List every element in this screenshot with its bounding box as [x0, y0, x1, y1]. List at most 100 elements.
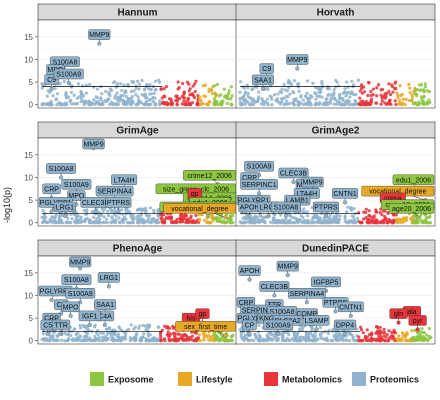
data-point [299, 214, 303, 218]
data-point [60, 338, 64, 342]
data-point [419, 95, 423, 99]
y-tick-label: 10 [24, 173, 33, 182]
data-point [65, 102, 69, 107]
data-point [69, 333, 73, 338]
data-point [315, 220, 319, 225]
data-point [153, 88, 157, 92]
label-text: S100A8 [49, 166, 74, 173]
data-point [201, 84, 205, 88]
data-point [379, 102, 383, 106]
data-point [185, 217, 189, 222]
data-point [91, 215, 96, 219]
data-point [255, 215, 259, 219]
data-point [157, 78, 161, 82]
data-point [282, 96, 286, 100]
data-point [175, 96, 180, 100]
data-point [328, 213, 332, 217]
data-point [129, 215, 134, 219]
data-point [305, 220, 309, 225]
data-point [106, 213, 111, 218]
label-box [69, 256, 92, 268]
data-point [358, 96, 362, 100]
data-point [238, 90, 242, 94]
data-point [130, 79, 134, 84]
data-point [419, 213, 423, 217]
data-point [73, 220, 77, 224]
label-box [263, 319, 294, 331]
data-point [142, 332, 146, 336]
data-point [148, 206, 152, 210]
data-point [377, 336, 381, 340]
data-point [413, 336, 417, 340]
data-point [301, 219, 305, 223]
data-point [386, 221, 390, 225]
highlighted-point [62, 213, 67, 219]
label-text: C9 [47, 77, 56, 84]
data-point [413, 92, 417, 96]
data-point [198, 95, 202, 99]
data-point [374, 101, 379, 105]
data-point [131, 336, 135, 341]
data-point [85, 334, 89, 338]
label-box [88, 29, 111, 40]
data-point [128, 220, 132, 225]
data-point [419, 88, 423, 92]
facet-hannum: Hannum051015MMP9S100A8MPOC9S100A9 [24, 3, 238, 110]
data-point [58, 214, 62, 218]
data-point [105, 217, 109, 221]
label-text: CRP [44, 316, 59, 323]
data-point [347, 339, 352, 343]
data-point [79, 338, 83, 343]
data-point [332, 334, 336, 338]
data-point [362, 90, 367, 94]
data-point [398, 217, 402, 221]
point-label: IGF1 [78, 310, 101, 327]
data-point [332, 88, 336, 92]
data-point [120, 88, 124, 93]
point-label: APOH [238, 265, 261, 282]
data-point [343, 220, 347, 224]
label-box [240, 179, 278, 190]
data-point [288, 101, 292, 106]
data-point [367, 209, 371, 213]
legend-label: Lifestyle [196, 375, 233, 385]
data-point [280, 338, 285, 343]
data-point [296, 85, 301, 89]
data-point [195, 103, 199, 107]
highlighted-point [59, 331, 64, 337]
label-text: S100A9 [247, 164, 272, 171]
data-point [48, 90, 52, 95]
data-point [208, 100, 212, 104]
data-point [99, 102, 103, 106]
data-point [289, 82, 294, 87]
label-text: PGLYRP1 [238, 198, 270, 205]
point-label: MMP9 [286, 54, 309, 71]
data-point [400, 92, 404, 97]
data-point [115, 338, 119, 342]
data-point [215, 217, 219, 221]
data-point [115, 82, 120, 86]
data-point [328, 99, 332, 103]
point-label: S100A8 [270, 201, 301, 219]
data-point [92, 98, 96, 102]
data-point [287, 333, 291, 337]
data-point [184, 338, 189, 342]
highlighted-point [295, 66, 300, 71]
data-point [182, 91, 186, 95]
data-point [360, 102, 364, 107]
data-point [359, 339, 363, 343]
data-point [387, 217, 391, 222]
data-point [278, 89, 282, 94]
data-point [354, 93, 358, 97]
label-text: gp [191, 191, 199, 198]
data-point [93, 325, 97, 329]
data-point [281, 335, 285, 339]
data-point [287, 79, 291, 83]
data-point [292, 216, 297, 220]
highlighted-point [415, 215, 420, 220]
data-point [350, 102, 354, 106]
data-point [143, 96, 147, 100]
data-point [79, 326, 83, 330]
label-box [61, 301, 80, 313]
data-point [307, 335, 311, 339]
